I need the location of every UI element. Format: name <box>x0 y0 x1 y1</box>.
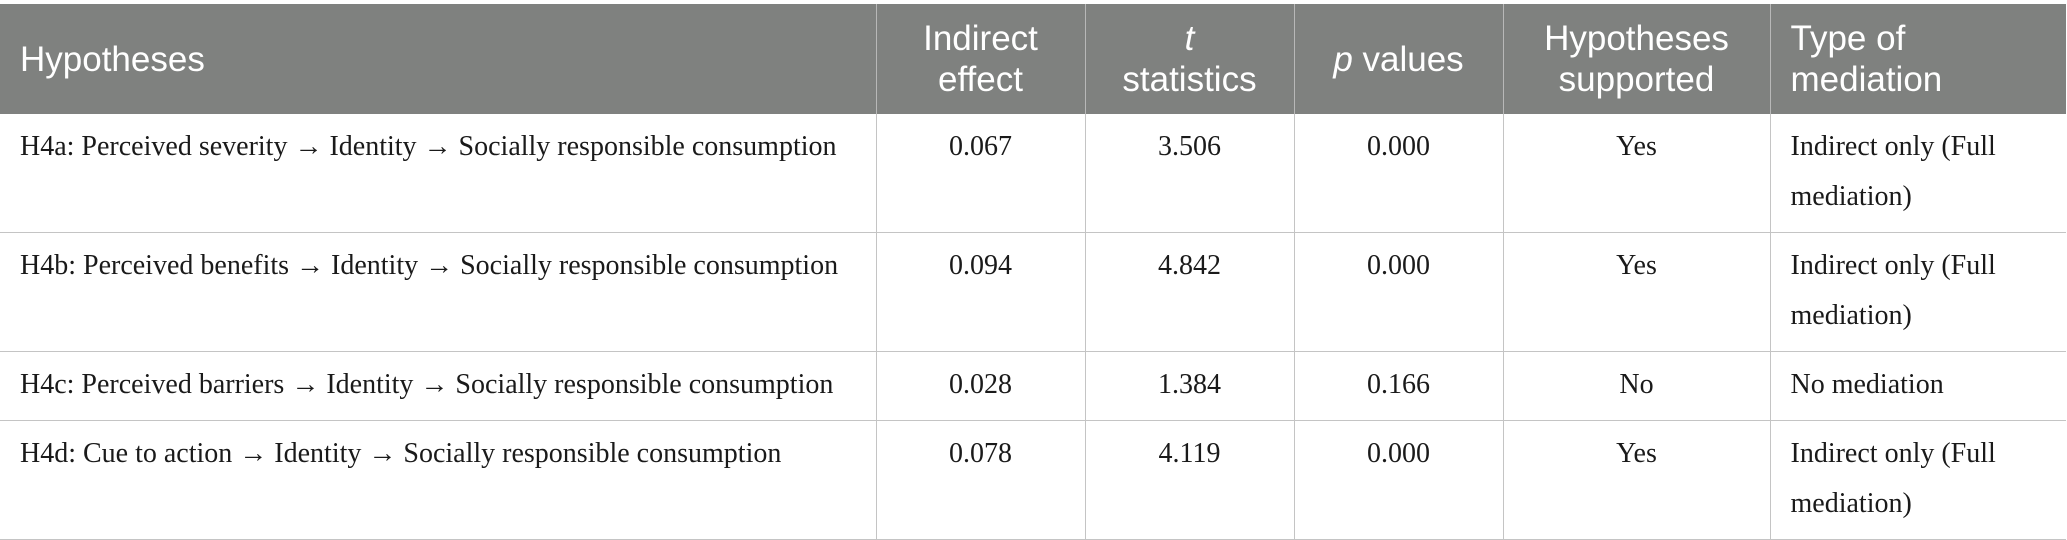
cell-p-values: 0.166 <box>1294 351 1504 421</box>
table-row: H4c: Perceived barriers → Identity → Soc… <box>0 351 2066 421</box>
mediation-results-table-container: Hypotheses Indirect effect t statistics p … <box>0 4 2067 540</box>
cell-indirect-effect: 0.094 <box>876 232 1086 352</box>
cell-type-of-mediation: Indirect only (Full mediation) <box>1770 114 2066 233</box>
cell-hypothesis: H4c: Perceived barriers → Identity → Soc… <box>0 351 877 421</box>
cell-t-statistics: 4.119 <box>1085 420 1295 540</box>
table-header: Hypotheses Indirect effect t statistics p … <box>0 4 2066 114</box>
header-row: Hypotheses Indirect effect t statistics p … <box>0 4 2066 114</box>
header-p-values: p values <box>1294 4 1504 114</box>
table-row: H4a: Perceived severity → Identity → Soc… <box>0 114 2066 233</box>
cell-supported: Yes <box>1503 114 1771 233</box>
cell-indirect-effect: 0.078 <box>876 420 1086 540</box>
cell-t-statistics: 3.506 <box>1085 114 1295 233</box>
cell-type-of-mediation: Indirect only (Full mediation) <box>1770 420 2066 540</box>
cell-type-of-mediation: No mediation <box>1770 351 2066 421</box>
cell-t-statistics: 1.384 <box>1085 351 1295 421</box>
table-row: H4b: Perceived benefits → Identity → Soc… <box>0 232 2066 352</box>
cell-p-values: 0.000 <box>1294 232 1504 352</box>
cell-p-values: 0.000 <box>1294 114 1504 233</box>
header-hypotheses-supported: Hypotheses supported <box>1503 4 1771 114</box>
cell-supported: Yes <box>1503 420 1771 540</box>
header-t-statistics: t statistics <box>1085 4 1295 114</box>
cell-hypothesis: H4d: Cue to action → Identity → Socially… <box>0 420 877 540</box>
cell-supported: Yes <box>1503 232 1771 352</box>
cell-indirect-effect: 0.028 <box>876 351 1086 421</box>
header-type-of-mediation: Type of mediation <box>1770 4 2066 114</box>
cell-type-of-mediation: Indirect only (Full mediation) <box>1770 232 2066 352</box>
table-row: H4d: Cue to action → Identity → Socially… <box>0 420 2066 540</box>
header-hypotheses: Hypotheses <box>0 4 877 114</box>
cell-supported: No <box>1503 351 1771 421</box>
cell-p-values: 0.000 <box>1294 420 1504 540</box>
cell-hypothesis: H4b: Perceived benefits → Identity → Soc… <box>0 232 877 352</box>
cell-hypothesis: H4a: Perceived severity → Identity → Soc… <box>0 114 877 233</box>
table-body: H4a: Perceived severity → Identity → Soc… <box>0 114 2066 540</box>
cell-t-statistics: 4.842 <box>1085 232 1295 352</box>
mediation-results-table: Hypotheses Indirect effect t statistics p … <box>0 4 2066 540</box>
header-indirect-effect: Indirect effect <box>876 4 1086 114</box>
cell-indirect-effect: 0.067 <box>876 114 1086 233</box>
